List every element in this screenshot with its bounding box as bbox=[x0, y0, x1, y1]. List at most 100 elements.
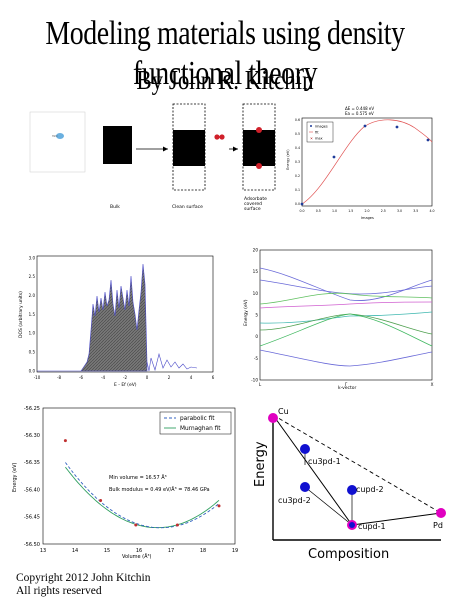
dos-y-tick-label: 1.5 bbox=[29, 312, 36, 317]
bands-x-tick-label: L bbox=[259, 382, 262, 387]
dos-xlabel: E - Ef (eV) bbox=[114, 382, 137, 388]
neb-image-point bbox=[363, 124, 367, 128]
bands-y-tick-label: 20 bbox=[253, 247, 259, 252]
eos-x-tick-label: 15 bbox=[104, 548, 110, 554]
bands-y-tick-label: -5 bbox=[254, 356, 259, 361]
neb-x-tick-label: 1.0 bbox=[332, 209, 337, 213]
dos-x-tick-label: -6 bbox=[79, 375, 83, 380]
band-line bbox=[259, 279, 433, 295]
neb-y-tick-label: 0.2 bbox=[295, 174, 300, 178]
dos-curve bbox=[37, 352, 198, 372]
neb-y-tick-label: 0.1 bbox=[295, 188, 300, 192]
cover-author: By John R. Kitchin bbox=[136, 65, 314, 95]
murnaghan-fit-curve bbox=[65, 466, 220, 529]
hull-point-cu3pd-2 bbox=[300, 482, 310, 492]
bands-y-ticks: 20 15 10 5 0 -5 -10 bbox=[251, 247, 258, 382]
hull-point-pd bbox=[436, 508, 446, 518]
surface-models-figure: H2O Bulk Clean surface Adsorbate covered… bbox=[29, 103, 276, 212]
neb-y-ticks: 0.6 0.5 0.4 0.3 0.2 0.1 0.0 bbox=[295, 118, 300, 206]
eos-legend bbox=[159, 411, 232, 435]
band-structure-plot: L Γ X 20 15 10 5 0 -5 -10 k-vector Energy (eV) bbox=[243, 247, 434, 391]
dos-y-tick-label: 3.0 bbox=[29, 255, 36, 260]
label-cupd-2: cupd-2 bbox=[356, 485, 384, 494]
neb-x-tick-label: 0.5 bbox=[316, 209, 321, 213]
bulk-label: Bulk bbox=[110, 204, 120, 210]
neb-y-tick-label: 0.0 bbox=[295, 202, 300, 206]
adsorbate-label-line1: Adsorbate bbox=[244, 196, 267, 202]
neb-legend bbox=[306, 121, 334, 143]
neb-fit-curve bbox=[301, 119, 433, 205]
bulk-block bbox=[103, 126, 132, 164]
label-cu3pd-1: cu3pd-1 bbox=[308, 457, 341, 466]
eos-y-ticks: -56.25 -56.30 -56.35 -56.40 -56.45 -56.50 bbox=[24, 406, 40, 548]
dos-x-tick-label: -10 bbox=[34, 375, 41, 380]
eos-bulk-modulus: Bulk modulus = 0.49 eV/Å³ = 78.46 GPa bbox=[109, 486, 210, 493]
eos-data-point bbox=[63, 439, 67, 443]
thumbnail-frame bbox=[29, 111, 86, 173]
dos-filled-region bbox=[80, 263, 148, 372]
neb-image-point bbox=[426, 138, 430, 142]
neb-y-tick-label: 0.3 bbox=[295, 160, 300, 164]
neb-y-tick-label: 0.5 bbox=[295, 132, 300, 136]
eos-x-tick-label: 16 bbox=[136, 548, 142, 554]
svg-text:max: max bbox=[315, 137, 323, 141]
neb-x-tick-label: 2.0 bbox=[364, 209, 369, 213]
adsorbate-label-line2: covered bbox=[244, 201, 262, 207]
eos-x-tick-label: 18 bbox=[200, 548, 206, 554]
bands-y-tick-label: 0 bbox=[255, 334, 258, 339]
neb-x-tick-label: 4.0 bbox=[429, 209, 434, 213]
molecule-thumbnail bbox=[56, 133, 64, 139]
eos-x-tick-label: 13 bbox=[40, 548, 46, 554]
eos-data-point bbox=[217, 504, 221, 508]
band-line bbox=[259, 311, 433, 324]
dos-x-tick-label: 6 bbox=[212, 375, 215, 380]
neb-y-tick-label: 0.4 bbox=[295, 146, 300, 150]
eos-data-point bbox=[99, 498, 103, 502]
equation-of-state-plot: 13 14 15 16 17 18 19 -56.25-56.30-56.35-56.40-… bbox=[12, 406, 238, 560]
eos-y-tick-label: -56.45 bbox=[24, 515, 40, 521]
svg-text:images: images bbox=[315, 125, 328, 129]
band-line bbox=[259, 313, 433, 347]
dos-x-tick-label: 2 bbox=[168, 375, 171, 380]
eos-x-tick-label: 19 bbox=[232, 548, 238, 554]
legend-murnaghan: Murnaghan fit bbox=[180, 426, 221, 432]
eos-min-volume: Min volume = 16.57 Å³ bbox=[109, 474, 167, 481]
bands-ylabel: Energy (eV) bbox=[243, 299, 249, 326]
neb-ylabel: Energy (eV) bbox=[286, 149, 290, 170]
bands-xlabel: k-vector bbox=[338, 385, 357, 391]
dos-y-tick-label: 0.5 bbox=[29, 350, 36, 355]
copyright-notice: Copyright 2012 John Kitchin All rights r… bbox=[16, 572, 151, 598]
neb-header-1: ΔE = 0.448 eV bbox=[345, 106, 374, 111]
bands-x-tick-label: X bbox=[431, 382, 434, 387]
dos-ylabel: DOS (arbitrary units) bbox=[18, 291, 24, 338]
parabolic-fit-curve bbox=[65, 462, 220, 529]
neb-x-tick-label: 3.5 bbox=[413, 209, 418, 213]
dos-x-tick-label: -8 bbox=[57, 375, 61, 380]
dos-x-tick-label: 0 bbox=[146, 375, 149, 380]
bands-y-tick-label: 10 bbox=[253, 291, 259, 296]
adsorbate-label-line3: surface bbox=[244, 206, 261, 212]
bands-x-tick-label: Γ bbox=[345, 382, 348, 387]
dos-x-tick-label: -2 bbox=[123, 375, 127, 380]
adsorbate-atom bbox=[219, 134, 225, 140]
eos-y-tick-label: -56.50 bbox=[24, 542, 40, 548]
dos-y-ticks: 3.0 2.5 2.0 1.5 1.0 0.5 0.0 bbox=[29, 255, 36, 373]
eos-y-tick-label: -56.30 bbox=[24, 433, 40, 439]
cover-title: Modeling materials using density functio… bbox=[45, 15, 405, 92]
label-cu3pd-2: cu3pd-2 bbox=[278, 496, 311, 505]
eos-y-tick-label: -56.40 bbox=[24, 487, 40, 493]
adsorbate-atom bbox=[214, 134, 220, 140]
neb-barrier-plot: ΔE = 0.448 eV Ea = 0.575 eV images fit ×… bbox=[286, 106, 435, 220]
neb-x-tick-label: 2.5 bbox=[381, 209, 386, 213]
hull-xlabel: Composition bbox=[308, 547, 389, 562]
bands-y-tick-label: -10 bbox=[251, 377, 258, 382]
dos-y-tick-label: 0.0 bbox=[29, 368, 36, 373]
copyright-line-1: Copyright 2012 John Kitchin bbox=[16, 572, 151, 584]
eos-x-tick-label: 14 bbox=[72, 548, 78, 554]
eos-data-point bbox=[175, 523, 179, 527]
bands-y-tick-label: 15 bbox=[253, 269, 259, 274]
dos-x-ticks: -10 -8 -6 -4 -2 0 2 4 6 bbox=[34, 375, 215, 380]
dos-y-tick-label: 2.0 bbox=[29, 293, 36, 298]
label-cupd-1: cupd-1 bbox=[358, 522, 386, 531]
legend-parabolic: parabolic fit bbox=[180, 416, 215, 422]
